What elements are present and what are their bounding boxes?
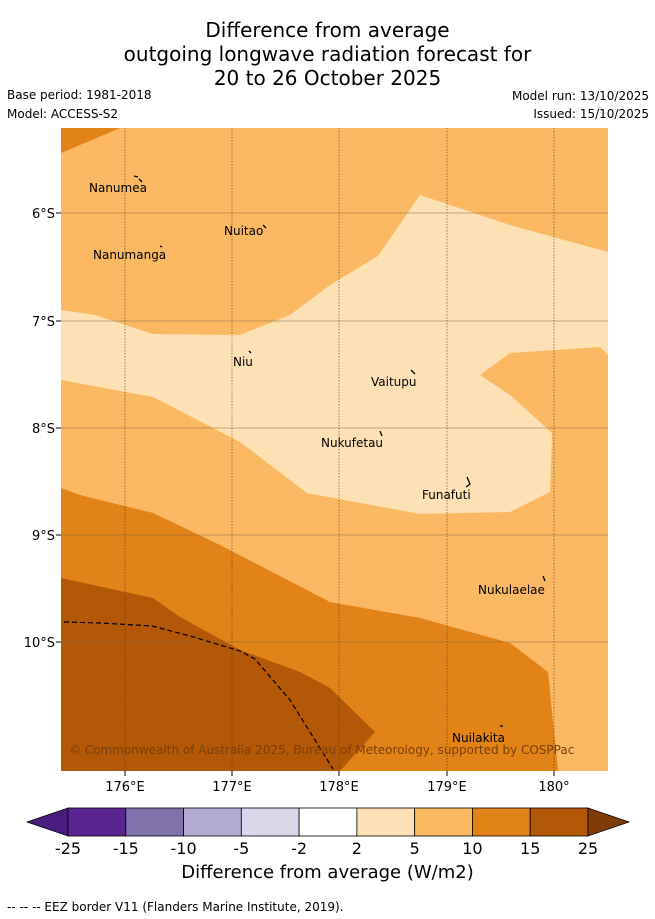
- contour-fills: [61, 128, 608, 771]
- colorbar-segment: [67, 807, 127, 837]
- lat-tick-label: 6°S: [32, 207, 55, 222]
- colorbar-segment: [529, 807, 589, 837]
- colorbar-segment: [414, 807, 473, 837]
- lon-tick-label: 180°: [538, 780, 569, 795]
- colorbar-tick-label: -15: [113, 839, 139, 858]
- model-run: Model run: 13/10/2025: [511, 89, 649, 103]
- lat-tick-label: 10°S: [24, 636, 55, 651]
- anomaly-region-10-to-15-corner: [61, 128, 120, 153]
- anomaly-region-2-to-5: [61, 195, 608, 514]
- colorbar-tick-label: 2: [352, 839, 362, 858]
- colorbar-tick-label: 5: [410, 839, 420, 858]
- lat-axis: 6°S 7°S 8°S 9°S 10°S: [24, 207, 61, 651]
- eez-legend-note: -- -- -- EEZ border V11 (Flanders Marine…: [7, 900, 344, 914]
- island-marks: [133, 175, 546, 727]
- lon-tick-label: 178°E: [319, 780, 359, 795]
- place-niu: Niu: [233, 355, 253, 369]
- eez-border-line: [63, 621, 334, 770]
- colorbar-tick-label: -5: [233, 839, 249, 858]
- model-name: Model: ACCESS-S2: [7, 107, 119, 121]
- colorbar-extension-low: [25, 807, 69, 837]
- graticule: [61, 128, 608, 771]
- nanumea-island-mark: [133, 175, 143, 183]
- colorbar-title: Difference from average (W/m2): [181, 862, 474, 883]
- colorbar-segment: [472, 807, 531, 837]
- colorbar-tick-label: -10: [170, 839, 196, 858]
- base-period: Base period: 1981-2018: [7, 88, 152, 102]
- title-line-1: Difference from average: [205, 18, 450, 42]
- colorbar-tick-label: 15: [520, 839, 540, 858]
- colorbar-segment: [183, 807, 242, 837]
- lat-tick-label: 7°S: [32, 315, 55, 330]
- nukufetau-island-mark: [379, 430, 383, 437]
- nuitao-island-mark: [262, 224, 267, 229]
- place-nanumanga: Nanumanga: [93, 248, 166, 262]
- colorbar-tick-label: 10: [462, 839, 482, 858]
- colorbar-segment: [240, 807, 300, 837]
- copyright-notice: © Commonwealth of Australia 2025, Bureau…: [69, 743, 574, 757]
- lon-tick-label: 177°E: [212, 780, 252, 795]
- place-funafuti: Funafuti: [422, 488, 471, 502]
- vaitupu-island-mark: [410, 369, 416, 375]
- lon-tick-label: 179°E: [427, 780, 467, 795]
- place-nukulaelae: Nukulaelae: [478, 583, 545, 597]
- place-nukufetau: Nukufetau: [321, 436, 383, 450]
- colorbar: -25 -15 -10 -5 -2 2 5 10 15 25: [25, 807, 631, 858]
- colorbar-segment: [298, 807, 358, 837]
- lon-axis: 176°E 177°E 178°E 179°E 180°: [105, 771, 570, 795]
- colorbar-tick-label: -25: [55, 839, 81, 858]
- place-nuilakita: Nuilakita: [452, 731, 505, 745]
- colorbar-tick-label: 25: [578, 839, 598, 858]
- issued-date: Issued: 15/10/2025: [533, 107, 649, 121]
- nanumanga-island-mark: [159, 245, 163, 248]
- lon-tick-label: 176°E: [105, 780, 145, 795]
- funafuti-island-mark: [465, 476, 471, 488]
- colorbar-extension-high: [587, 807, 631, 837]
- nukulaelae-island-mark: [542, 575, 546, 582]
- place-nanumea: Nanumea: [89, 181, 147, 195]
- lat-tick-label: 9°S: [32, 529, 55, 544]
- place-vaitupu: Vaitupu: [371, 375, 417, 389]
- anomaly-region-15-to-25: [61, 578, 375, 771]
- place-nuitao: Nuitao: [224, 224, 263, 238]
- lat-tick-label: 8°S: [32, 422, 55, 437]
- title-line-2: outgoing longwave radiation forecast for: [123, 42, 532, 66]
- title-line-3: 20 to 26 October 2025: [213, 66, 442, 90]
- colorbar-segment: [125, 807, 184, 837]
- colorbar-tick-label: -2: [291, 839, 307, 858]
- niu-island-mark: [248, 350, 252, 354]
- colorbar-segment: [356, 807, 416, 837]
